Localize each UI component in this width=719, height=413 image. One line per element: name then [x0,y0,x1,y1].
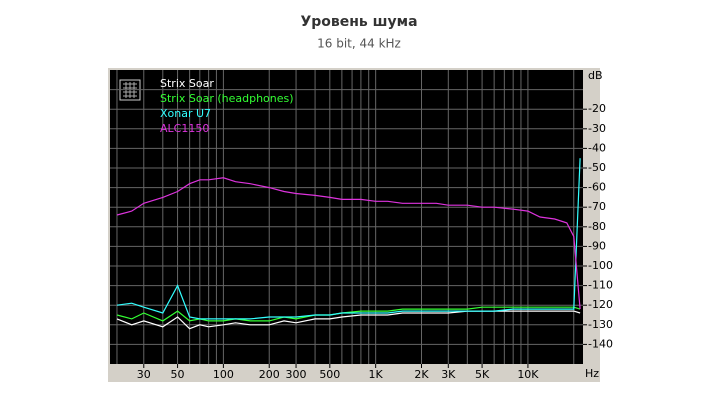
x-tick-label: 500 [319,368,340,381]
y-tick-label: -120 [588,298,613,311]
x-axis-label: Hz [585,367,599,380]
series-line [116,158,581,320]
x-tick-label: 30 [137,368,151,381]
legend-entry: Strix Soar [160,77,214,90]
chart-title: Уровень шума [300,14,417,30]
x-tick-label: 1K [369,368,384,381]
y-tick-label: -70 [588,200,606,213]
y-tick-label: -80 [588,220,606,233]
x-tick-label: 3K [441,368,456,381]
chart-subtitle: 16 bit, 44 kHz [317,37,401,51]
y-axis-label: dB [588,69,603,82]
x-tick-label: 200 [259,368,280,381]
legend-entry: ALC1150 [160,122,209,135]
y-tick-label: -130 [588,318,613,331]
y-tick-label: -110 [588,279,613,292]
y-tick-label: -60 [588,181,606,194]
y-tick-label: -30 [588,122,606,135]
y-tick-label: -50 [588,161,606,174]
y-tick-label: -90 [588,239,606,252]
y-tick-label: -40 [588,141,606,154]
x-tick-label: 2K [414,368,429,381]
x-tick-label: 50 [171,368,185,381]
y-tick-label: -100 [588,259,613,272]
x-tick-label: 5K [475,368,490,381]
x-tick-label: 300 [286,368,307,381]
series-line [116,310,581,330]
y-tick-label: -20 [588,102,606,115]
x-tick-label: 100 [213,368,234,381]
series-line [116,177,581,310]
x-tick-label: 10K [517,368,539,381]
y-tick-label: -140 [588,337,613,350]
legend-entry: Xonar U7 [160,107,211,120]
legend-entry: Strix Soar (headphones) [160,92,294,105]
series-line [116,306,581,322]
